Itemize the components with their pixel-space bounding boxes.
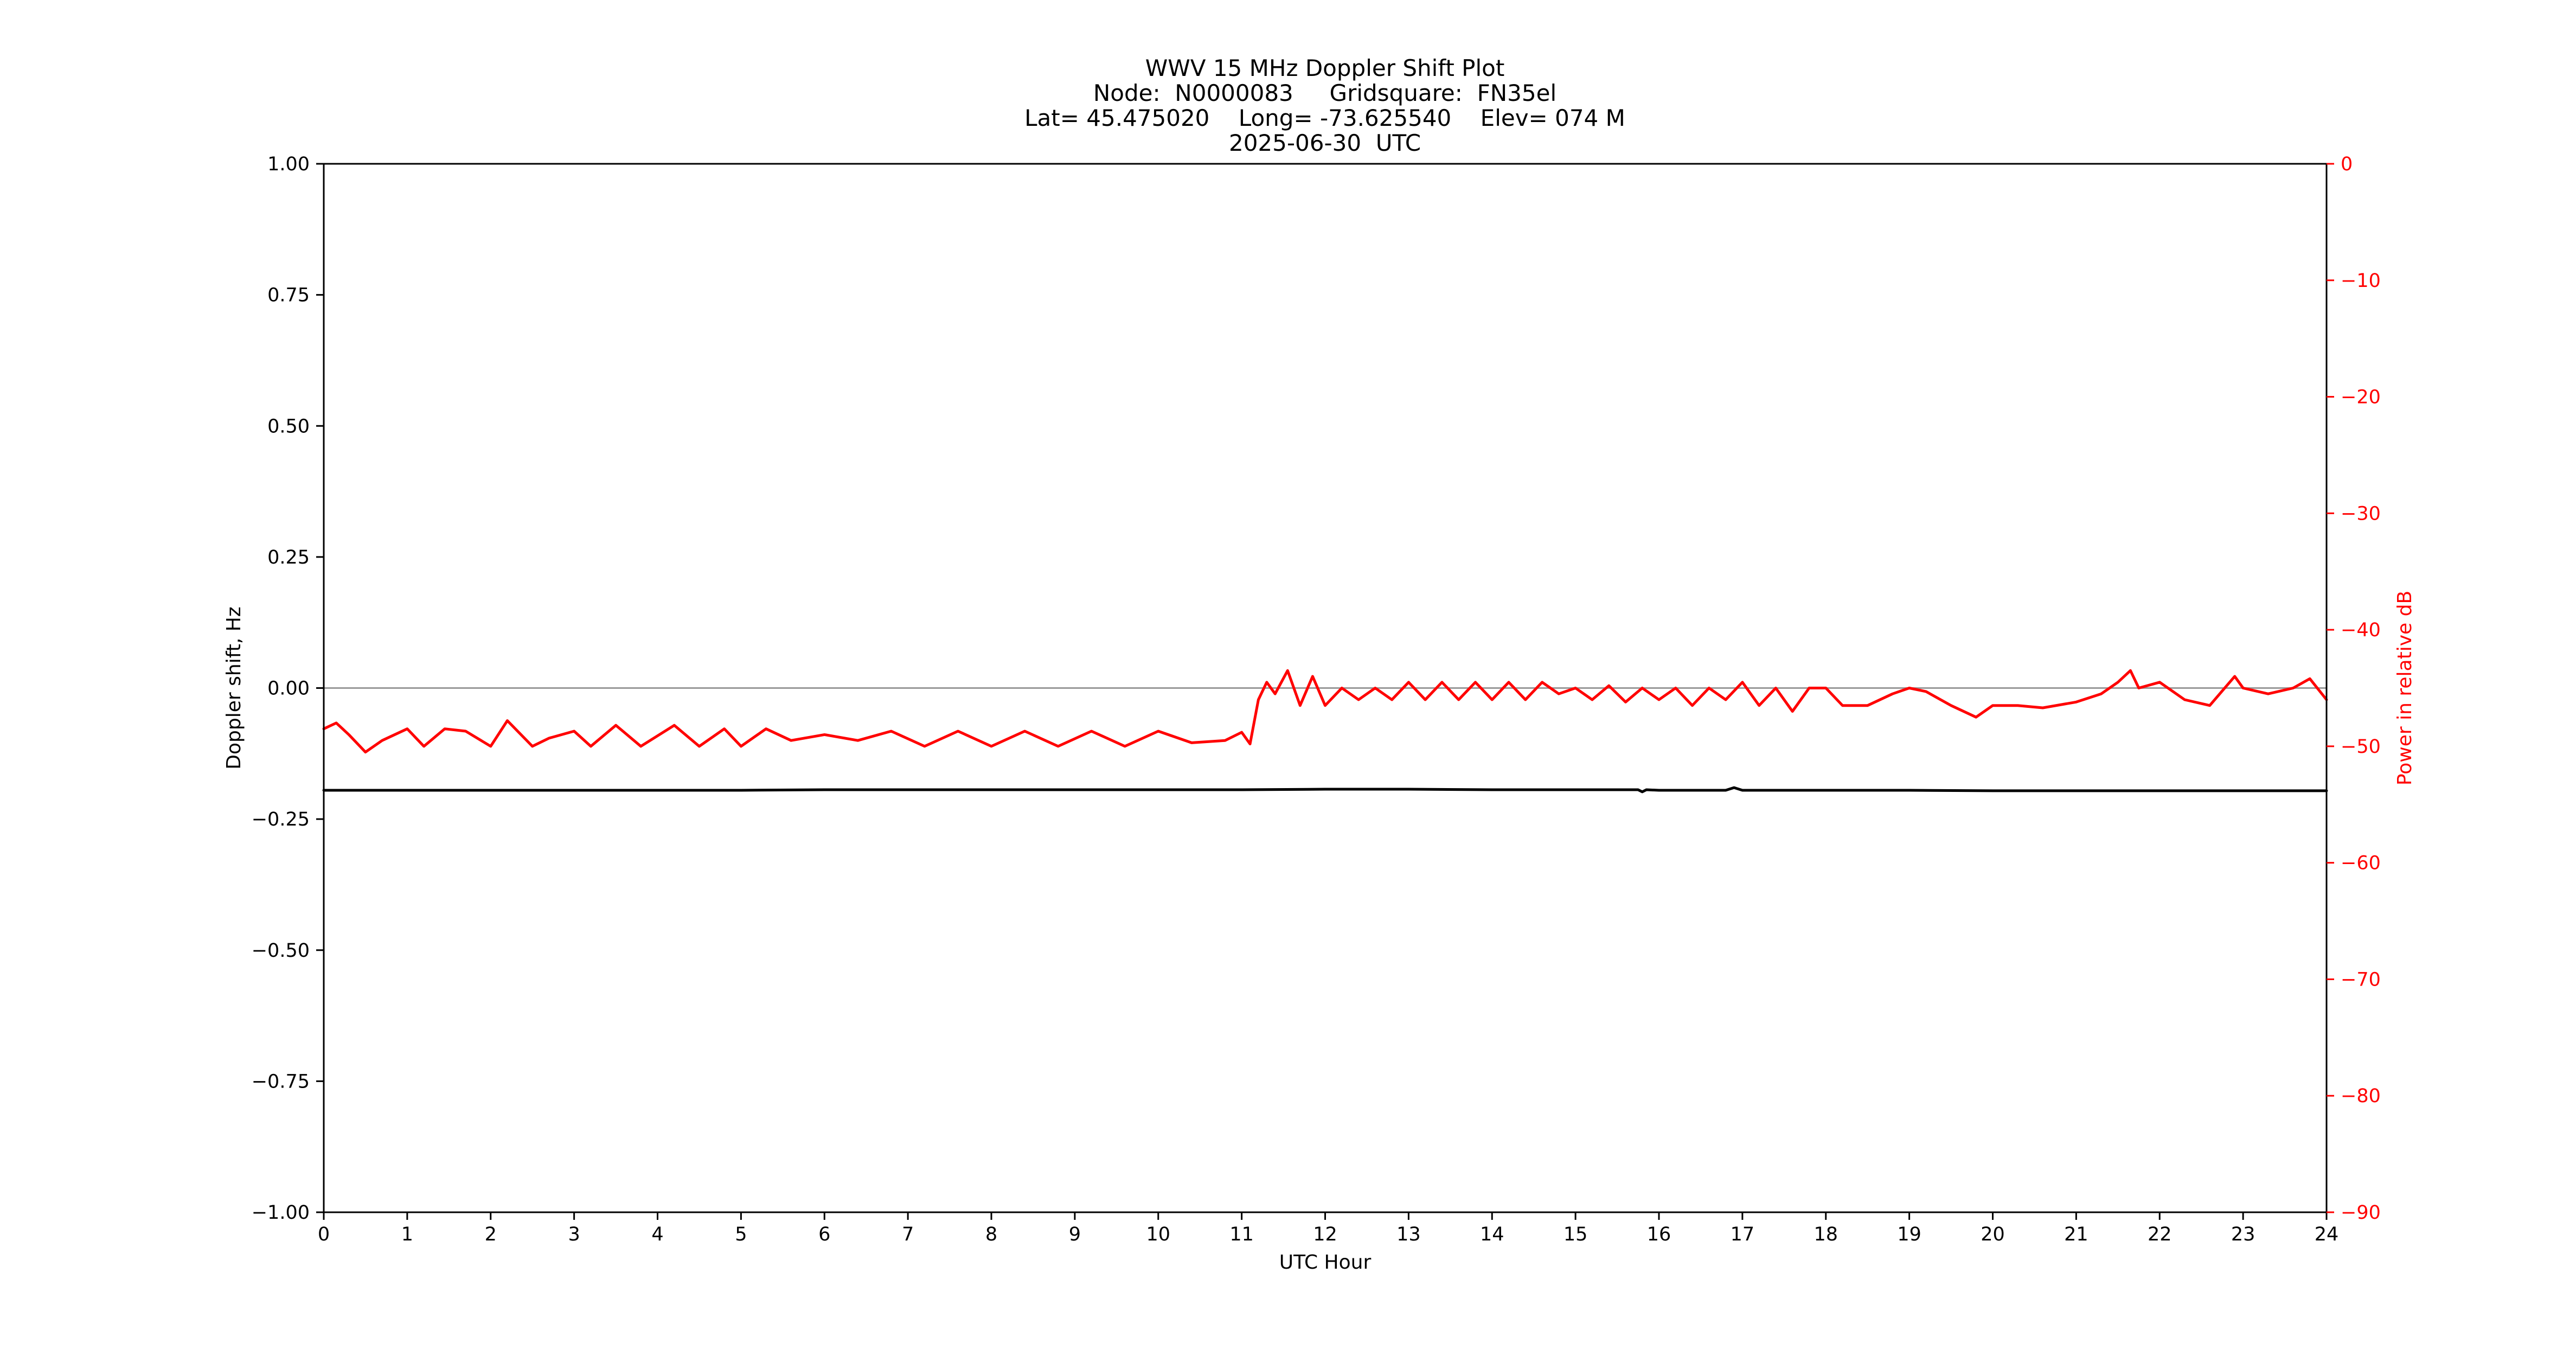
chart-title-line-1: WWV 15 MHz Doppler Shift Plot bbox=[1145, 55, 1505, 81]
power-series-line bbox=[322, 669, 2328, 754]
x-tick-label: 4 bbox=[651, 1224, 663, 1245]
chart-title-line-3: Lat= 45.475020 Long= -73.625540 Elev= 07… bbox=[1024, 105, 1625, 131]
y-axis-left: 1.00 0.75 0.50 0.25 0.00 −0.25 −0.50 −0.75 −1.00 bbox=[252, 153, 324, 1224]
y2-tick-label: 0 bbox=[2341, 153, 2353, 175]
x-tick-label: 10 bbox=[1146, 1224, 1170, 1245]
y2-tick-label: −50 bbox=[2341, 736, 2381, 758]
chart-title: WWV 15 MHz Doppler Shift Plot Node: N000… bbox=[1024, 55, 1625, 156]
x-tick-label: 12 bbox=[1313, 1224, 1337, 1245]
y-tick-label: −1.00 bbox=[252, 1202, 310, 1224]
y2-axis-label: Power in relative dB bbox=[2394, 591, 2416, 785]
y-tick-label: −0.50 bbox=[252, 940, 310, 962]
x-tick-label: 14 bbox=[1480, 1224, 1504, 1245]
y2-tick-label: −80 bbox=[2341, 1085, 2381, 1107]
x-tick-label: 17 bbox=[1731, 1224, 1755, 1245]
y-tick-label: 0.50 bbox=[267, 415, 310, 437]
x-tick-label: 21 bbox=[2064, 1224, 2088, 1245]
y-axis-label: Doppler shift, Hz bbox=[223, 606, 245, 769]
x-tick-label: 23 bbox=[2231, 1224, 2255, 1245]
x-axis-label: UTC Hour bbox=[1279, 1251, 1372, 1274]
x-tick-label: 1 bbox=[401, 1224, 413, 1245]
x-tick-label: 9 bbox=[1069, 1224, 1081, 1245]
x-tick-label: 2 bbox=[485, 1224, 497, 1245]
y-tick-label: 1.00 bbox=[267, 153, 310, 175]
y-tick-label: 0.00 bbox=[267, 678, 310, 700]
chart-title-line-2: Node: N0000083 Gridsquare: FN35el bbox=[1093, 80, 1556, 106]
x-tick-label: 7 bbox=[902, 1224, 914, 1245]
x-tick-label: 6 bbox=[818, 1224, 830, 1245]
y2-tick-label: −20 bbox=[2341, 387, 2381, 408]
chart-title-line-4: 2025-06-30 UTC bbox=[1229, 130, 1421, 156]
y-axis-right: 0 −10 −20 −30 −40 −50 −60 −70 −80 −90 bbox=[2327, 153, 2381, 1224]
y2-tick-label: −70 bbox=[2341, 969, 2381, 990]
x-tick-label: 15 bbox=[1563, 1224, 1588, 1245]
doppler-series-line bbox=[322, 786, 2328, 794]
x-tick-label: 0 bbox=[318, 1224, 330, 1245]
x-tick-label: 8 bbox=[985, 1224, 997, 1245]
y-tick-label: −0.25 bbox=[252, 809, 310, 830]
y2-tick-label: −60 bbox=[2341, 853, 2381, 874]
y2-tick-label: −30 bbox=[2341, 503, 2381, 525]
series-layer bbox=[322, 669, 2328, 794]
y2-tick-label: −40 bbox=[2341, 619, 2381, 641]
y2-tick-label: −10 bbox=[2341, 270, 2381, 292]
x-tick-label: 19 bbox=[1897, 1224, 1921, 1245]
x-tick-label: 16 bbox=[1647, 1224, 1671, 1245]
x-tick-label: 22 bbox=[2148, 1224, 2172, 1245]
x-tick-label: 5 bbox=[735, 1224, 747, 1245]
x-tick-label: 11 bbox=[1229, 1224, 1254, 1245]
y-tick-label: 0.75 bbox=[267, 285, 310, 306]
x-tick-label: 18 bbox=[1814, 1224, 1838, 1245]
x-tick-label: 3 bbox=[568, 1224, 580, 1245]
x-axis: 0 1 2 3 4 5 6 7 8 9 10 11 12 13 14 15 16 17 18 19 20 21 22 23 24 bbox=[318, 1212, 2338, 1245]
y-tick-label: −0.75 bbox=[252, 1071, 310, 1092]
x-tick-label: 20 bbox=[1981, 1224, 2005, 1245]
y-tick-label: 0.25 bbox=[267, 547, 310, 568]
x-tick-label: 24 bbox=[2315, 1224, 2339, 1245]
x-tick-label: 13 bbox=[1396, 1224, 1421, 1245]
y2-tick-label: −90 bbox=[2341, 1202, 2381, 1224]
